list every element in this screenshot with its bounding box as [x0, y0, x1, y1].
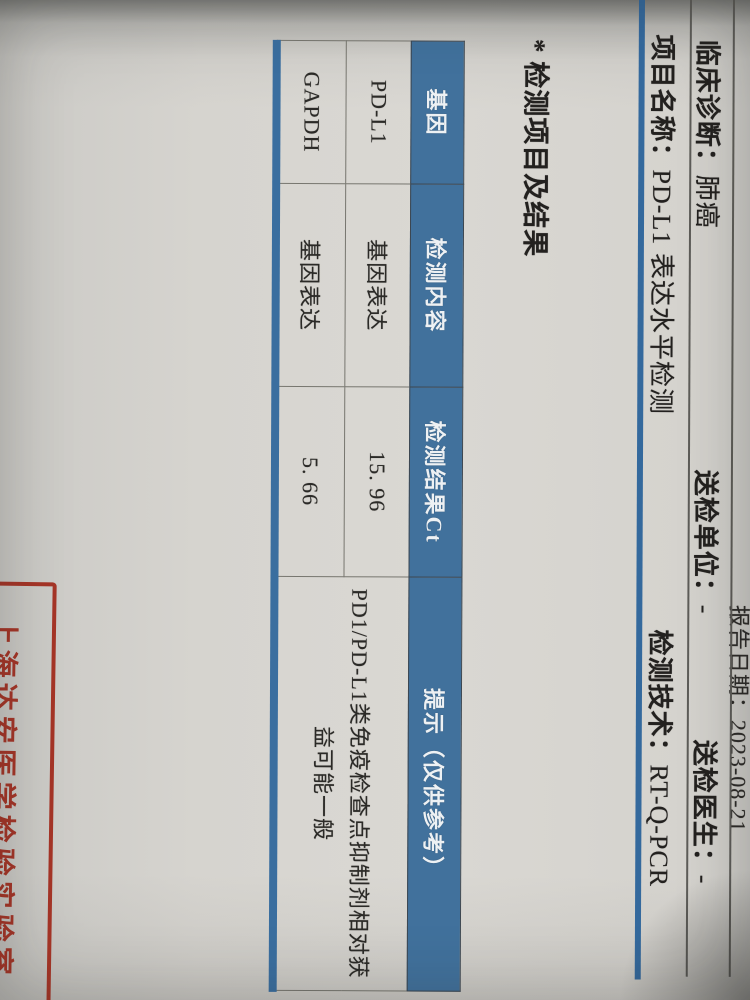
field-value: 肺癌 — [692, 174, 722, 229]
field-label: 检测技术： — [644, 629, 675, 765]
cell-ct: 15. 96 — [343, 386, 410, 577]
cell-content: 基因表达 — [344, 183, 411, 387]
field-test-technique: 检测技术：RT-Q-PCR — [642, 629, 680, 888]
field-clinical-diagnosis: 临床诊断：肺癌 — [690, 40, 728, 229]
field-value: RT-Q-PCR — [644, 764, 674, 888]
field-sending-doctor: 送检医生：- — [687, 740, 725, 885]
cell-hint-merged: PD1/PD-L1类免疫检查点抑制剂相对获益可能一般 — [273, 576, 409, 991]
cell-gene: PD-L1 — [345, 40, 412, 184]
results-table: 基因 检测内容 检测结果Ct 提示（仅供参考） PD-L1 基因表达 15. 9… — [273, 40, 465, 992]
field-value: - — [690, 604, 720, 615]
cell-content: 基因表达 — [275, 183, 346, 387]
header-cell-ct: 检测结果Ct — [408, 386, 463, 578]
field-sending-unit: 送检单位：- — [688, 470, 726, 615]
field-value: - — [689, 874, 719, 885]
report-date-line: 报告日期：2023-08-21 — [725, 604, 750, 833]
field-label: 临床诊断： — [692, 39, 722, 175]
field-label: 送检医生： — [689, 739, 719, 875]
header-cell-gene: 基因 — [410, 40, 465, 185]
field-project-name: 项目名称：PD-L1 表达水平检测 — [644, 35, 683, 415]
cell-ct: 5. 66 — [274, 386, 345, 577]
table-header-row: 基因 检测内容 检测结果Ct 提示（仅供参考） — [407, 40, 465, 992]
cell-gene: GAPDH — [276, 40, 347, 184]
section-title: * 检测项目及结果 — [519, 38, 551, 258]
field-label: 送检单位： — [690, 469, 720, 605]
header-cell-content: 检测内容 — [409, 183, 464, 388]
field-label: 项目名称： — [647, 34, 677, 170]
table-row-pdl1: PD-L1 基因表达 15. 96 PD1/PD-L1类免疫检查点抑制剂相对获益… — [273, 40, 412, 991]
field-value: PD-L1 表达水平检测 — [646, 169, 677, 415]
lab-stamp-text: 上海达安医学检验实验室 — [0, 616, 20, 980]
lab-stamp: 上海达安医学检验实验室 — [0, 580, 57, 1000]
header-cell-hint: 提示（仅供参考） — [407, 576, 462, 992]
